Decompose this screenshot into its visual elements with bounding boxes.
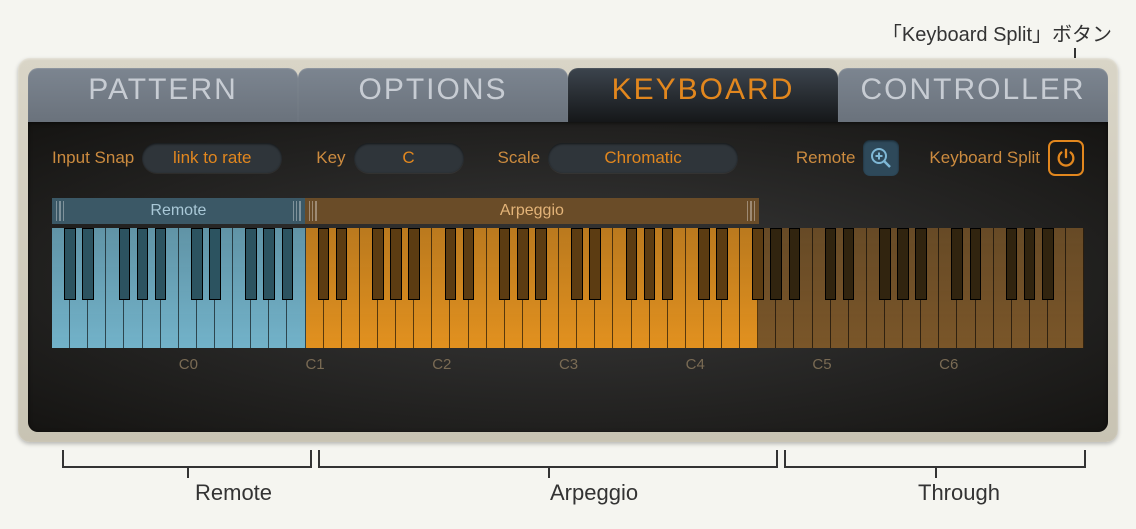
white-key[interactable]	[758, 228, 776, 348]
white-key[interactable]	[1048, 228, 1066, 348]
white-key[interactable]	[342, 228, 360, 348]
white-key[interactable]	[179, 228, 197, 348]
white-key[interactable]	[432, 228, 450, 348]
white-key[interactable]	[867, 228, 885, 348]
white-key[interactable]	[994, 228, 1012, 348]
octave-label: C4	[686, 356, 705, 373]
keyboard[interactable]	[52, 228, 1084, 348]
white-key[interactable]	[686, 228, 704, 348]
white-key[interactable]	[704, 228, 722, 348]
input-snap-label: Input Snap	[52, 148, 134, 168]
scale-menu[interactable]: Chromatic	[548, 143, 738, 173]
bracket-label-through: Through	[918, 480, 1000, 506]
keyboard-display: C0 C1 C2 C3 C4 C5 C6	[52, 228, 1084, 378]
split-remote-label: Remote	[150, 202, 206, 220]
white-key[interactable]	[360, 228, 378, 348]
bracket-remote	[62, 450, 312, 468]
white-key[interactable]	[776, 228, 794, 348]
white-key[interactable]	[668, 228, 686, 348]
arpeggiator-panel: PATTERNOPTIONSKEYBOARDCONTROLLER Input S…	[18, 58, 1118, 442]
white-key[interactable]	[306, 228, 324, 348]
input-snap-menu[interactable]: link to rate	[142, 143, 282, 173]
white-key[interactable]	[106, 228, 124, 348]
remote-label: Remote	[796, 148, 856, 168]
white-key[interactable]	[469, 228, 487, 348]
white-key[interactable]	[595, 228, 613, 348]
split-range-bar: Remote Arpeggio	[52, 198, 1084, 224]
white-key[interactable]	[52, 228, 70, 348]
magnify-plus-icon	[869, 146, 893, 170]
white-key[interactable]	[794, 228, 812, 348]
white-key[interactable]	[957, 228, 975, 348]
tab-options[interactable]: OPTIONS	[298, 68, 568, 122]
white-key[interactable]	[740, 228, 758, 348]
bracket-label-arpeggio: Arpeggio	[550, 480, 638, 506]
white-key[interactable]	[287, 228, 305, 348]
white-key[interactable]	[885, 228, 903, 348]
white-key[interactable]	[324, 228, 342, 348]
white-key[interactable]	[505, 228, 523, 348]
white-key[interactable]	[831, 228, 849, 348]
white-key[interactable]	[269, 228, 287, 348]
white-key[interactable]	[1030, 228, 1048, 348]
keyboard-split-button[interactable]	[1048, 140, 1084, 176]
white-key[interactable]	[251, 228, 269, 348]
white-key[interactable]	[487, 228, 505, 348]
white-key[interactable]	[197, 228, 215, 348]
white-key[interactable]	[813, 228, 831, 348]
white-key[interactable]	[722, 228, 740, 348]
bracket-arpeggio	[318, 450, 778, 468]
white-key[interactable]	[215, 228, 233, 348]
octave-label: C5	[812, 356, 831, 373]
bracket-label-remote: Remote	[195, 480, 272, 506]
white-key[interactable]	[414, 228, 432, 348]
keyboard-tab-content: Input Snap link to rate Key C Scale Chro…	[28, 122, 1108, 432]
white-key[interactable]	[976, 228, 994, 348]
split-arpeggio-label: Arpeggio	[500, 202, 564, 220]
annotation-top-label: 「Keyboard Split」ボタン	[882, 18, 1112, 47]
white-key[interactable]	[1066, 228, 1084, 348]
white-key[interactable]	[903, 228, 921, 348]
white-key[interactable]	[143, 228, 161, 348]
white-key[interactable]	[378, 228, 396, 348]
white-key[interactable]	[577, 228, 595, 348]
scale-label: Scale	[498, 148, 541, 168]
white-key[interactable]	[613, 228, 631, 348]
tab-pattern[interactable]: PATTERN	[28, 68, 298, 122]
white-key[interactable]	[650, 228, 668, 348]
white-key[interactable]	[921, 228, 939, 348]
tab-keyboard[interactable]: KEYBOARD	[568, 68, 838, 122]
octave-label: C0	[179, 356, 198, 373]
white-key[interactable]	[70, 228, 88, 348]
white-key[interactable]	[396, 228, 414, 348]
white-key[interactable]	[939, 228, 957, 348]
white-key[interactable]	[559, 228, 577, 348]
octave-label: C3	[559, 356, 578, 373]
split-zone-arpeggio[interactable]: Arpeggio	[305, 198, 759, 224]
white-key[interactable]	[233, 228, 251, 348]
split-zone-remote[interactable]: Remote	[52, 198, 305, 224]
white-key[interactable]	[541, 228, 559, 348]
tab-bar: PATTERNOPTIONSKEYBOARDCONTROLLER	[18, 58, 1118, 122]
white-key[interactable]	[88, 228, 106, 348]
white-key[interactable]	[161, 228, 179, 348]
white-key[interactable]	[632, 228, 650, 348]
white-key[interactable]	[523, 228, 541, 348]
keyboard-split-label: Keyboard Split	[929, 148, 1040, 168]
tab-controller[interactable]: CONTROLLER	[838, 68, 1108, 122]
key-menu[interactable]: C	[354, 143, 464, 173]
octave-label: C1	[305, 356, 324, 373]
octave-label: C6	[939, 356, 958, 373]
octave-label: C2	[432, 356, 451, 373]
key-label: Key	[316, 148, 345, 168]
white-key[interactable]	[1012, 228, 1030, 348]
controls-row: Input Snap link to rate Key C Scale Chro…	[52, 140, 1084, 176]
bracket-through	[784, 450, 1086, 468]
white-key[interactable]	[849, 228, 867, 348]
remote-zoom-button[interactable]	[863, 140, 899, 176]
white-key[interactable]	[124, 228, 142, 348]
white-key[interactable]	[450, 228, 468, 348]
power-icon	[1055, 147, 1077, 169]
